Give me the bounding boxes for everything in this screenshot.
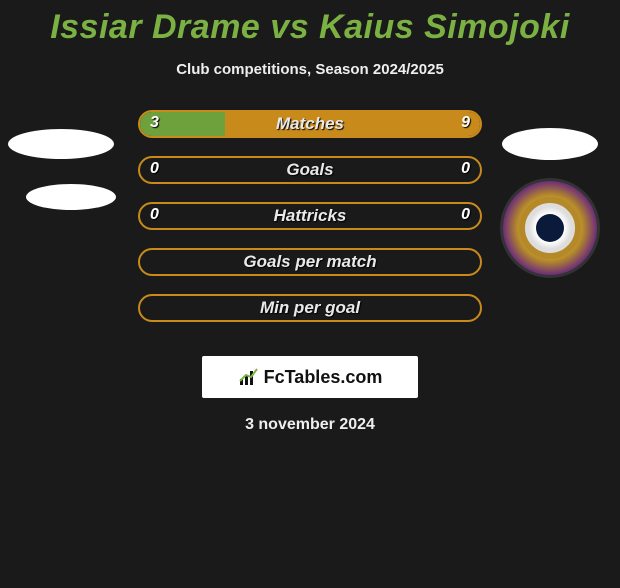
page-title: Issiar Drame vs Kaius Simojoki <box>0 8 620 47</box>
stat-bar: Min per goal <box>138 294 482 322</box>
stat-right-value: 0 <box>461 160 470 178</box>
stat-right-value: 9 <box>461 114 470 132</box>
stat-bar: Goals <box>138 156 482 184</box>
stat-row: Goals per match <box>0 248 620 294</box>
stat-left-value: 3 <box>150 114 159 132</box>
stat-label: Matches <box>140 112 480 136</box>
subtitle: Club competitions, Season 2024/2025 <box>0 61 620 78</box>
stat-bar: Hattricks <box>138 202 482 230</box>
stat-label: Hattricks <box>140 204 480 228</box>
brand-text: FcTables.com <box>264 367 383 388</box>
stat-bar: Matches <box>138 110 482 138</box>
chart-icon <box>238 367 260 387</box>
stat-row: 0 0Hattricks <box>0 202 620 248</box>
stat-right-value: 0 <box>461 206 470 224</box>
stat-row: 3 9Matches <box>0 110 620 156</box>
stats-rows: 39Matches00Goals00HattricksGoals per mat… <box>0 110 620 340</box>
stat-row: 0 0Goals <box>0 156 620 202</box>
stat-bar: Goals per match <box>138 248 482 276</box>
date-text: 3 november 2024 <box>0 416 620 434</box>
brand-box: FcTables.com <box>202 356 418 398</box>
stat-left-value: 0 <box>150 160 159 178</box>
stat-label: Min per goal <box>140 296 480 320</box>
stat-row: Min per goal <box>0 294 620 340</box>
stat-label: Goals <box>140 158 480 182</box>
stat-label: Goals per match <box>140 250 480 274</box>
stat-left-value: 0 <box>150 206 159 224</box>
